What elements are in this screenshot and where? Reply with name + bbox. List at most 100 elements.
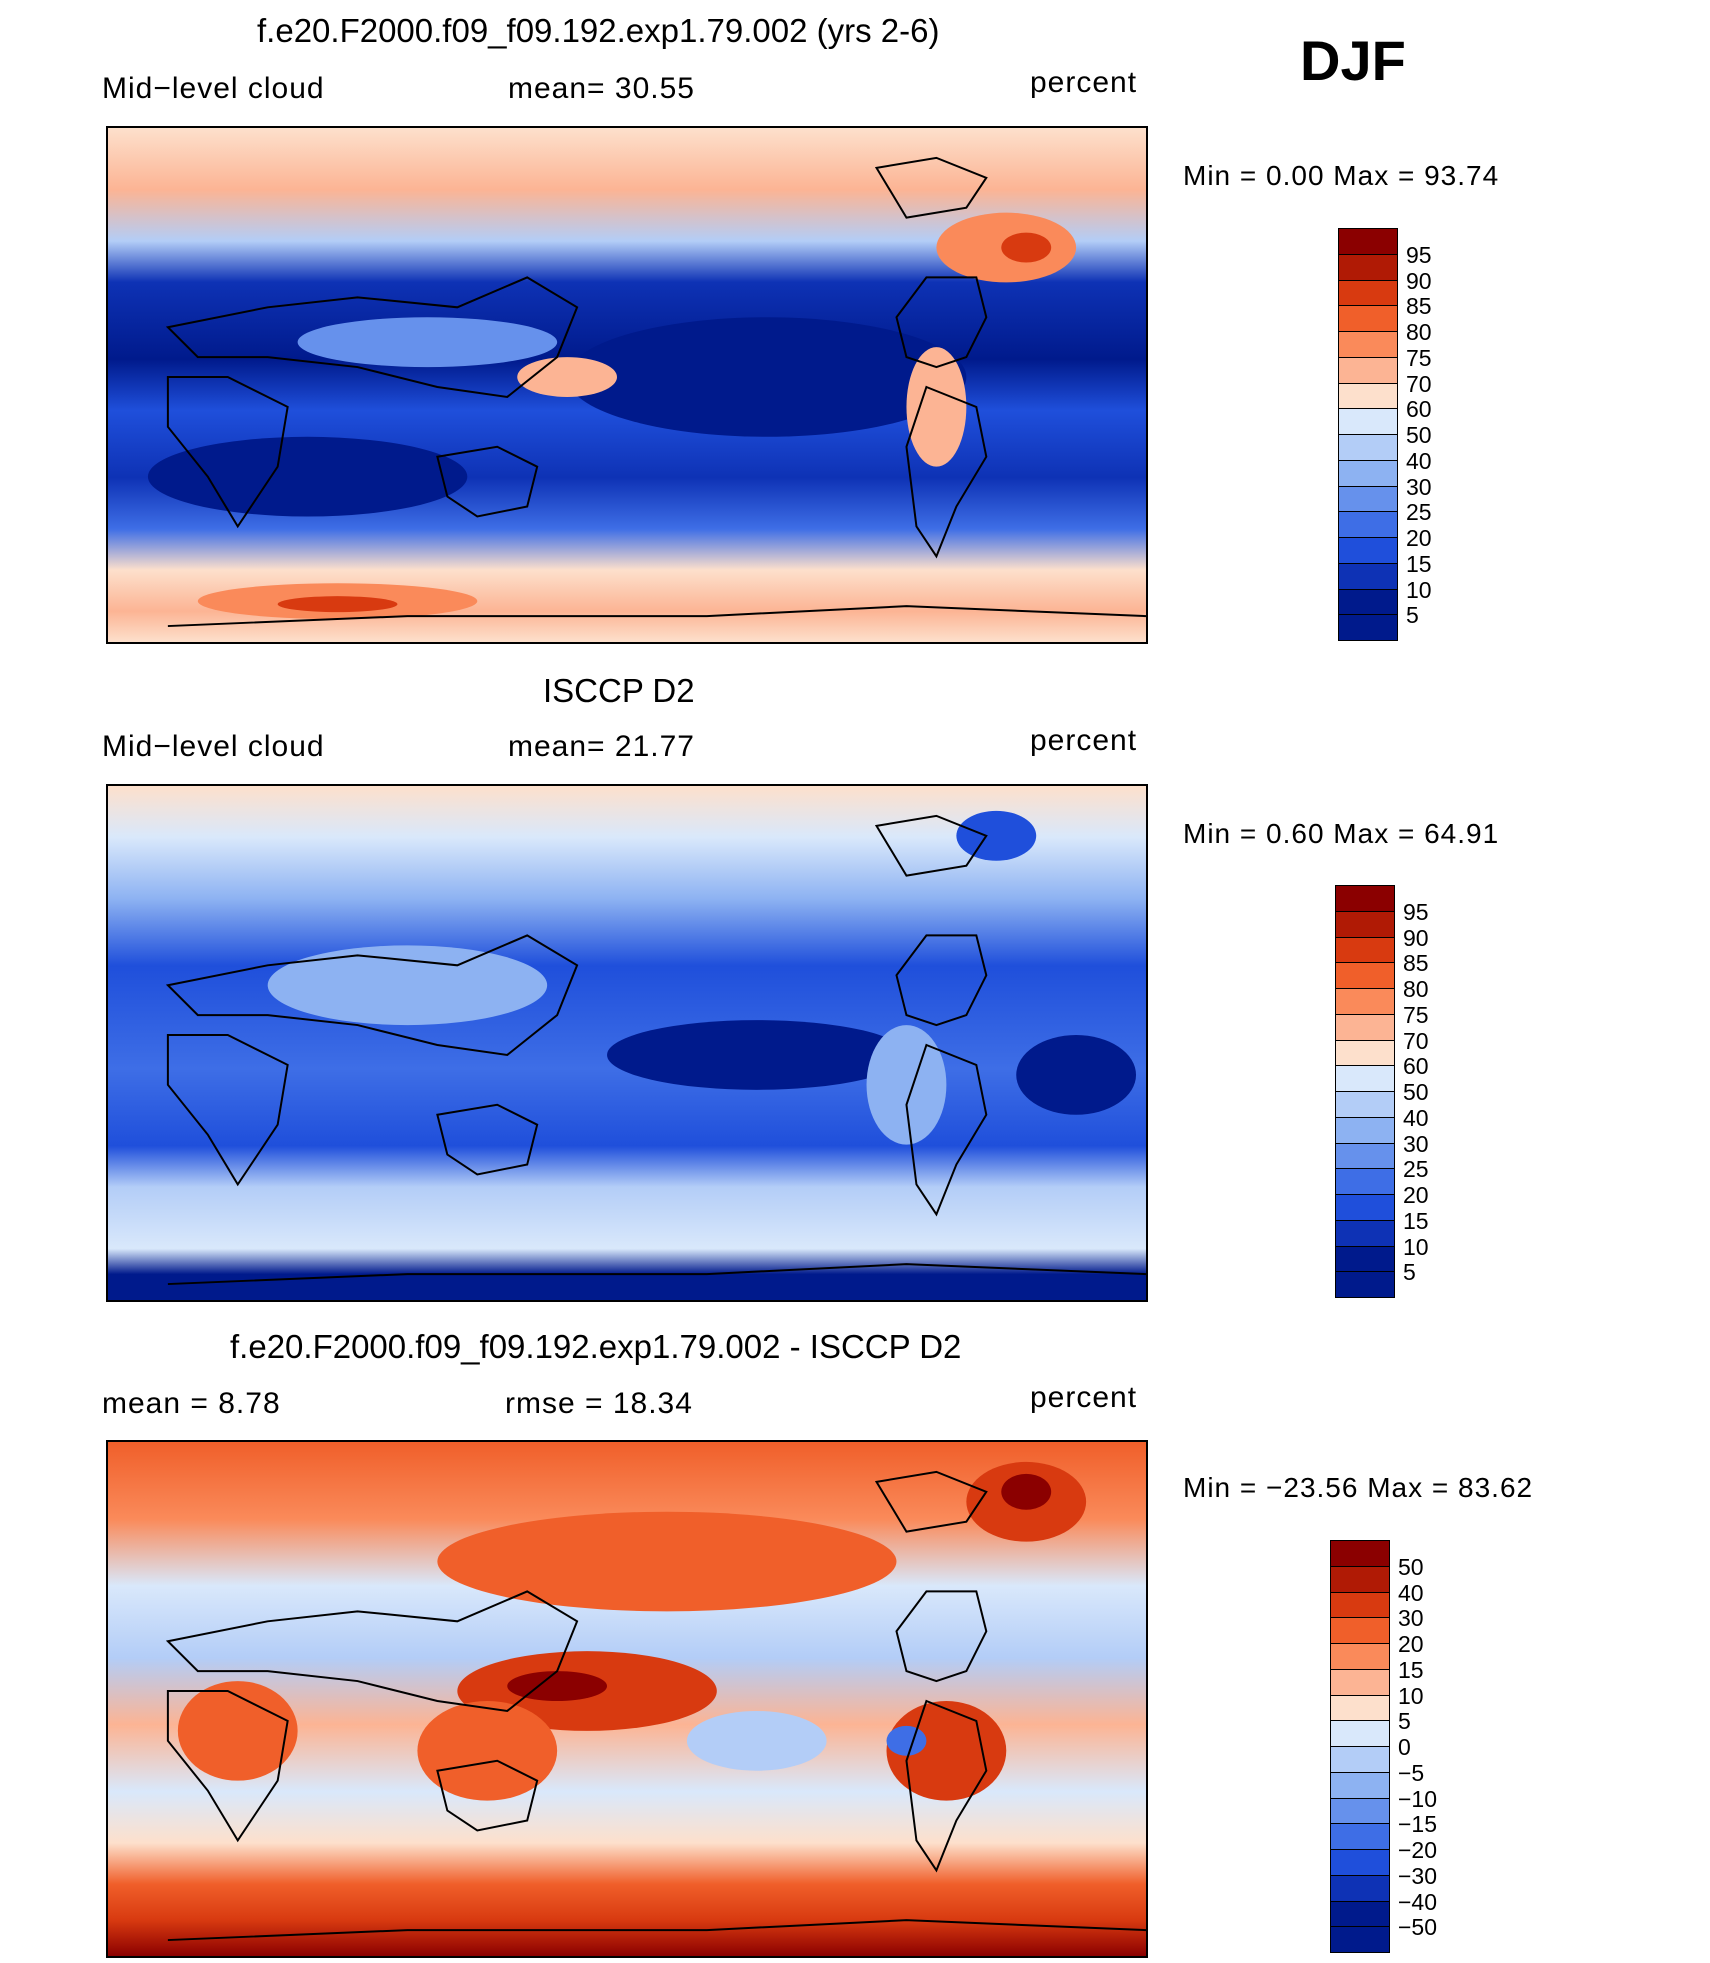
colorbar-swatch bbox=[1330, 1746, 1390, 1773]
colorbar-tick-label: 90 bbox=[1406, 267, 1432, 294]
colorbar-tick-label: 95 bbox=[1403, 898, 1429, 925]
colorbar-swatch bbox=[1330, 1694, 1390, 1722]
colorbar-tick-label: 30 bbox=[1403, 1130, 1429, 1157]
colorbar-tick-label: 10 bbox=[1403, 1233, 1429, 1260]
colorbar-tick-label: 10 bbox=[1398, 1682, 1424, 1709]
colorbar-swatch bbox=[1335, 885, 1395, 912]
panel3-right-label: percent bbox=[1030, 1381, 1138, 1414]
colorbar-swatch bbox=[1335, 962, 1395, 989]
colorbar-tick-label: 0 bbox=[1398, 1734, 1411, 1760]
colorbar-tick-label: 10 bbox=[1406, 576, 1432, 603]
panel3-title: f.e20.F2000.f09_f09.192.exp1.79.002 - IS… bbox=[230, 1328, 962, 1365]
colorbar-tick-label: −50 bbox=[1398, 1914, 1438, 1941]
colorbar-swatch bbox=[1338, 228, 1398, 255]
colorbar-tick-label: 75 bbox=[1406, 344, 1432, 371]
panel3-center-label: rmse = 18.34 bbox=[505, 1387, 693, 1420]
colorbar-swatch bbox=[1330, 1617, 1390, 1644]
colorbar-swatch bbox=[1338, 279, 1398, 307]
colorbar-tick-label: 15 bbox=[1398, 1656, 1424, 1683]
colorbar-swatch bbox=[1330, 1643, 1390, 1670]
panel1-map bbox=[106, 126, 1148, 644]
colorbar-swatch bbox=[1338, 356, 1398, 384]
panel3-minmax: Min = −23.56 Max = 83.62 bbox=[1183, 1472, 1534, 1503]
colorbar-tick-label: 50 bbox=[1403, 1079, 1429, 1105]
panel2-center-label: mean= 21.77 bbox=[508, 730, 695, 763]
panel2-map bbox=[106, 784, 1148, 1302]
colorbar-swatch bbox=[1338, 331, 1398, 358]
colorbar-tick-label: 40 bbox=[1406, 447, 1432, 474]
colorbar-swatch bbox=[1335, 1194, 1395, 1221]
colorbar-swatch bbox=[1335, 1065, 1395, 1092]
colorbar-swatch bbox=[1335, 1271, 1395, 1298]
colorbar-tick-label: 70 bbox=[1406, 370, 1432, 397]
colorbar-tick-label: 20 bbox=[1398, 1631, 1424, 1657]
colorbar-tick-label: 70 bbox=[1403, 1027, 1429, 1054]
colorbar-tick-label: 15 bbox=[1406, 550, 1432, 577]
colorbar-swatch bbox=[1330, 1900, 1390, 1928]
colorbar-swatch bbox=[1335, 1219, 1395, 1247]
panel3-map bbox=[106, 1440, 1148, 1958]
colorbar-tick-label: 60 bbox=[1403, 1053, 1429, 1080]
colorbar-swatch bbox=[1335, 988, 1395, 1015]
colorbar-tick-label: 40 bbox=[1398, 1579, 1424, 1606]
colorbar-swatch bbox=[1335, 1116, 1395, 1144]
panel1-title: f.e20.F2000.f09_f09.192.exp1.79.002 (yrs… bbox=[257, 12, 940, 49]
panel3-left-label: mean = 8.78 bbox=[102, 1387, 281, 1420]
colorbar-swatch bbox=[1338, 434, 1398, 461]
colorbar-tick-label: −5 bbox=[1398, 1759, 1425, 1786]
colorbar-tick-label: −15 bbox=[1398, 1811, 1438, 1838]
colorbar-swatch bbox=[1330, 1540, 1390, 1567]
colorbar-swatch bbox=[1335, 1091, 1395, 1118]
colorbar-tick-label: 85 bbox=[1403, 950, 1429, 977]
colorbar-tick-label: 5 bbox=[1406, 602, 1419, 629]
colorbar-tick-label: 50 bbox=[1406, 422, 1432, 448]
panel2-right-label: percent bbox=[1030, 724, 1138, 757]
colorbar-swatch bbox=[1338, 537, 1398, 564]
colorbar-swatch bbox=[1335, 1142, 1395, 1170]
colorbar-swatch bbox=[1338, 253, 1398, 281]
colorbar-swatch bbox=[1338, 382, 1398, 410]
panel1-colorbar: 95 90 85 80 75 70 60 50 40 30 25 20 15 10 5 bbox=[1338, 228, 1458, 641]
season-label: DJF bbox=[1300, 29, 1406, 92]
colorbar-tick-label: −10 bbox=[1398, 1785, 1438, 1812]
colorbar-tick-label: 80 bbox=[1403, 976, 1429, 1002]
colorbar-tick-label: 5 bbox=[1403, 1259, 1416, 1286]
colorbar-tick-label: 25 bbox=[1406, 499, 1432, 526]
colorbar-swatch bbox=[1330, 1720, 1390, 1747]
colorbar-tick-label: 85 bbox=[1406, 293, 1432, 320]
colorbar-tick-label: 5 bbox=[1398, 1708, 1411, 1735]
colorbar-swatch bbox=[1330, 1926, 1390, 1953]
colorbar-swatch bbox=[1330, 1797, 1390, 1825]
panel1-center-label: mean= 30.55 bbox=[508, 72, 695, 105]
panel2-minmax: Min = 0.60 Max = 64.91 bbox=[1183, 818, 1500, 849]
panel2-left-label: Mid−level cloud bbox=[102, 730, 325, 763]
colorbar-tick-label: 20 bbox=[1403, 1182, 1429, 1208]
colorbar-tick-label: 90 bbox=[1403, 924, 1429, 951]
colorbar-swatch bbox=[1335, 936, 1395, 964]
colorbar-swatch bbox=[1330, 1668, 1390, 1696]
colorbar-swatch bbox=[1338, 614, 1398, 641]
colorbar-swatch bbox=[1330, 1823, 1390, 1850]
colorbar-tick-label: 80 bbox=[1406, 319, 1432, 345]
panel1-left-label: Mid−level cloud bbox=[102, 72, 325, 105]
panel1-right-label: percent bbox=[1030, 66, 1138, 99]
colorbar-swatch bbox=[1338, 485, 1398, 513]
panel2-colorbar: 95 90 85 80 75 70 60 50 40 30 25 20 15 10 5 bbox=[1335, 885, 1455, 1298]
panel3-colorbar: 50 40 30 20 15 10 5 0 −5 −10 −15 −20 −30 −40 −50 bbox=[1330, 1540, 1460, 1953]
colorbar-swatch bbox=[1330, 1874, 1390, 1902]
colorbar-tick-label: 25 bbox=[1403, 1156, 1429, 1183]
colorbar-tick-label: −40 bbox=[1398, 1888, 1438, 1915]
colorbar-swatch bbox=[1330, 1771, 1390, 1799]
colorbar-swatch bbox=[1330, 1565, 1390, 1593]
colorbar-tick-label: 95 bbox=[1406, 241, 1432, 268]
colorbar-swatch bbox=[1335, 1168, 1395, 1195]
colorbar-swatch bbox=[1338, 562, 1398, 590]
colorbar-tick-label: −20 bbox=[1398, 1837, 1438, 1863]
colorbar-swatch bbox=[1338, 511, 1398, 538]
colorbar-tick-label: 30 bbox=[1406, 473, 1432, 500]
colorbar-tick-label: 60 bbox=[1406, 396, 1432, 423]
colorbar-tick-label: 75 bbox=[1403, 1001, 1429, 1028]
colorbar-tick-label: 50 bbox=[1398, 1553, 1424, 1580]
colorbar-swatch bbox=[1338, 305, 1398, 332]
colorbar-swatch bbox=[1335, 1039, 1395, 1067]
